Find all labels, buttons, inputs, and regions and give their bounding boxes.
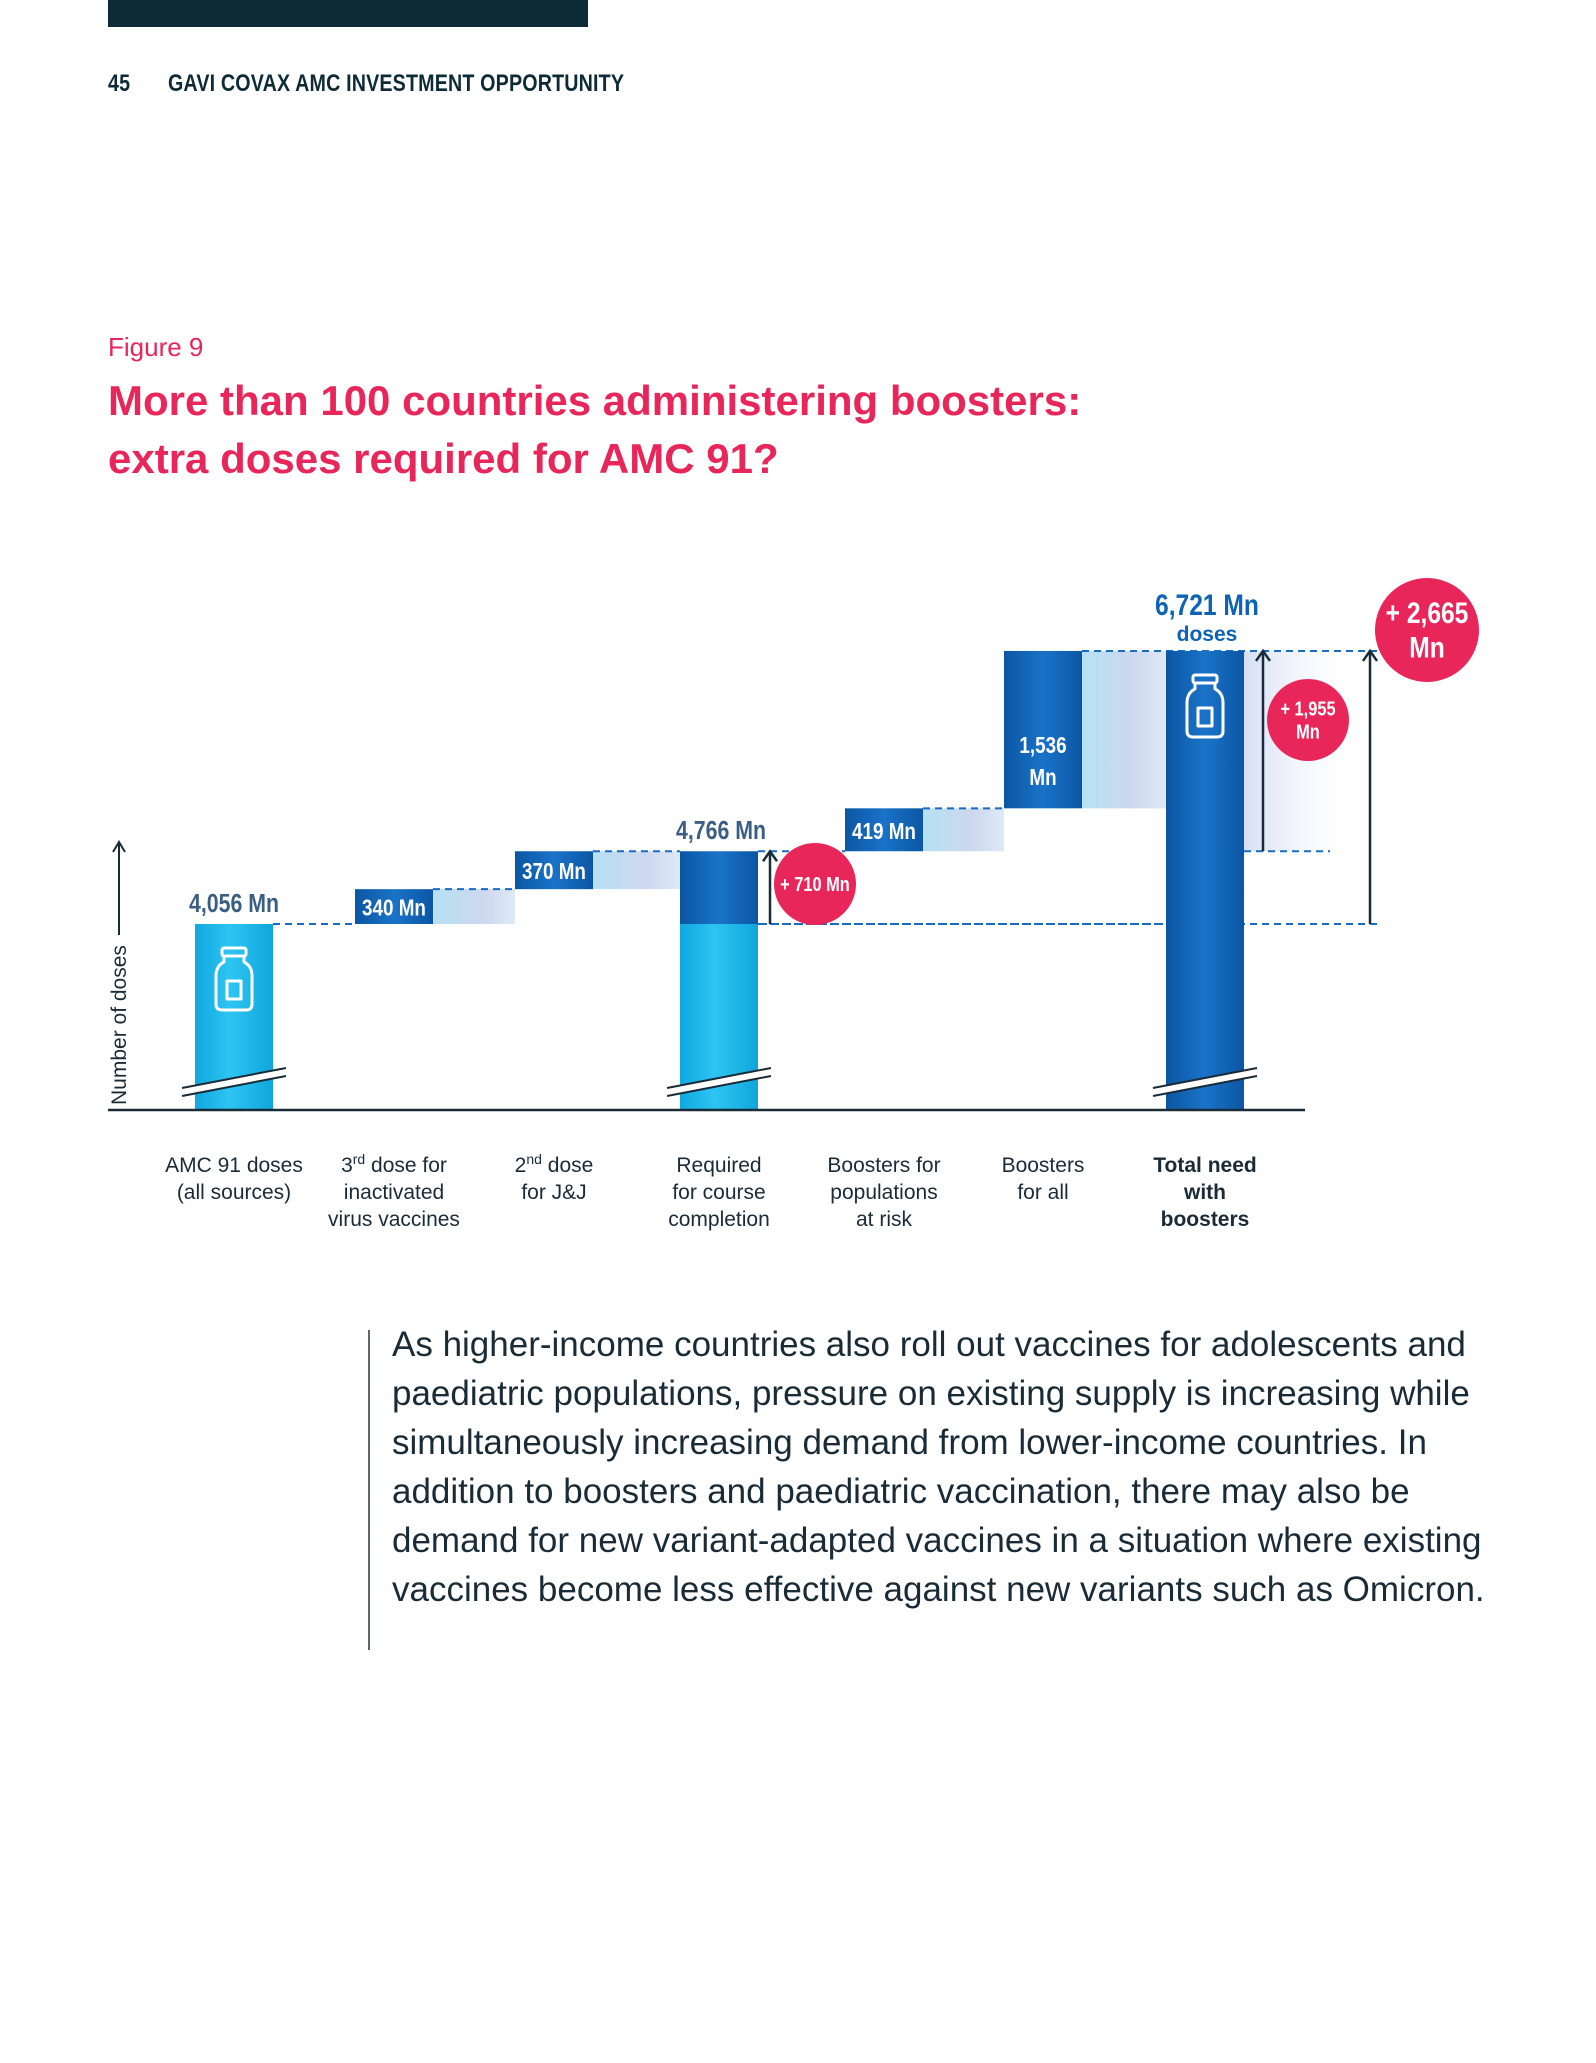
bar-4 bbox=[845, 808, 923, 852]
figure-title: More than 100 countries administering bo… bbox=[108, 372, 1308, 488]
arrow-head bbox=[1254, 648, 1272, 662]
badge-text-line-1: + 2,665 bbox=[1386, 596, 1469, 630]
label-increment-1: 340 Mn bbox=[362, 896, 426, 921]
axis-break-6 bbox=[1152, 1067, 1258, 1097]
label-amc91: 4,056 Mn bbox=[189, 889, 279, 919]
axis-break-0 bbox=[181, 1067, 287, 1097]
vial-cap bbox=[220, 946, 248, 958]
bar-5 bbox=[1004, 650, 1082, 809]
badge-text-line-1: + 1,955 bbox=[1280, 697, 1335, 720]
badge-circle bbox=[1375, 578, 1479, 682]
category-label-0-line-2: (all sources) bbox=[177, 1181, 291, 1204]
top-accent-bar bbox=[108, 0, 588, 27]
category-label-0-line-1: AMC 91 doses bbox=[165, 1154, 303, 1177]
category-label-3-line-2: for course bbox=[672, 1181, 765, 1204]
vial-label bbox=[1196, 706, 1214, 728]
axis-break-line-lower bbox=[666, 1075, 772, 1097]
bar-3-top bbox=[680, 851, 758, 924]
bar-1 bbox=[355, 889, 433, 924]
badge-text-line-2: Mn bbox=[1296, 720, 1320, 743]
category-label-5-line-2: for all bbox=[1017, 1181, 1068, 1204]
arrow-2665 bbox=[1361, 648, 1379, 924]
bars-layer bbox=[181, 650, 1258, 1110]
label-course-completion: 4,766 Mn bbox=[676, 816, 766, 846]
axis-break-3 bbox=[666, 1067, 772, 1097]
badge-circle bbox=[774, 843, 856, 925]
bridge-3 bbox=[1082, 650, 1166, 809]
bridge-0 bbox=[433, 889, 515, 924]
axis-break-line-upper bbox=[181, 1067, 287, 1089]
category-label-5-line-1: Boosters bbox=[1002, 1154, 1085, 1177]
badge-text-line-1: + 710 Mn bbox=[780, 872, 850, 895]
vial-cap bbox=[1191, 673, 1219, 685]
axis-break-line-lower bbox=[1152, 1075, 1258, 1097]
vial-body bbox=[214, 956, 254, 1012]
page-number: 45 bbox=[108, 70, 131, 97]
bar-6 bbox=[1166, 650, 1244, 1110]
category-label-3-line-1: Required bbox=[676, 1154, 761, 1177]
category-label-1-line-2: inactivated bbox=[344, 1181, 444, 1204]
page-header: 45 GAVI COVAX AMC INVESTMENT OPPORTUNITY bbox=[108, 70, 624, 100]
vial-body bbox=[1185, 682, 1225, 739]
axis-break-gap bbox=[184, 1068, 284, 1096]
category-label-1-line-3: virus vaccines bbox=[328, 1208, 460, 1231]
arrow-1955 bbox=[1254, 648, 1272, 852]
category-label-4-line-1: Boosters for bbox=[827, 1154, 940, 1177]
axis-break-line-upper bbox=[666, 1067, 772, 1089]
category-label-4-line-2: populations bbox=[830, 1181, 937, 1204]
label-total-doses: doses bbox=[1177, 623, 1238, 646]
body-paragraph: As higher-income countries also roll out… bbox=[392, 1325, 1485, 1609]
arrow-head bbox=[761, 849, 779, 862]
category-label-4-line-3: at risk bbox=[856, 1208, 913, 1231]
category-label-6-line-2: with bbox=[1183, 1181, 1226, 1204]
category-label-6-line-1: Total need bbox=[1153, 1154, 1256, 1177]
quote-rule bbox=[368, 1330, 370, 1650]
bridge-2 bbox=[923, 808, 1004, 852]
bar-2 bbox=[515, 851, 593, 890]
badge-text-line-2: Mn bbox=[1409, 630, 1445, 664]
badge-710: + 710 Mn bbox=[774, 843, 856, 925]
label-increment-5-line1: 1,536 bbox=[1019, 733, 1066, 758]
category-label-3-line-3: completion bbox=[668, 1208, 770, 1231]
vial-icon bbox=[214, 946, 254, 1012]
label-increment-2: 370 Mn bbox=[522, 860, 586, 885]
bridge-1 bbox=[593, 851, 680, 890]
category-label-1-line-1: 3rd dose for bbox=[341, 1151, 447, 1177]
y-axis-arrow-head bbox=[112, 840, 126, 853]
arrow-710 bbox=[761, 849, 779, 924]
axis-break-line-upper bbox=[1152, 1067, 1258, 1089]
vial-label bbox=[225, 979, 243, 1001]
arrow-head bbox=[1361, 648, 1379, 662]
axis-break-line-lower bbox=[181, 1075, 287, 1097]
badge-circle bbox=[1267, 679, 1349, 761]
axis-break-gap bbox=[1155, 1068, 1255, 1096]
axis-break-gap bbox=[669, 1068, 769, 1096]
icons-layer bbox=[214, 673, 1225, 1012]
vial-icon bbox=[1185, 673, 1225, 739]
category-label-2-line-2: for J&J bbox=[521, 1181, 586, 1204]
category-label-6-line-3: boosters bbox=[1161, 1208, 1250, 1231]
label-increment-5-line2: Mn bbox=[1029, 765, 1056, 790]
axes-layer: Number of doses bbox=[108, 840, 1305, 1112]
figure-label: Figure 9 bbox=[108, 332, 204, 362]
category-label-2-line-1: 2nd dose bbox=[515, 1151, 594, 1177]
y-axis-label: Number of doses bbox=[108, 945, 131, 1105]
figure-title-line-2: extra doses required for AMC 91? bbox=[108, 435, 779, 482]
category-labels: AMC 91 doses (all sources) 3rd dose for ina… bbox=[165, 1151, 1257, 1231]
label-increment-4: 419 Mn bbox=[852, 819, 916, 844]
label-total: 6,721 Mn bbox=[1155, 588, 1259, 622]
document-title: GAVI COVAX AMC INVESTMENT OPPORTUNITY bbox=[167, 70, 625, 97]
figure-title-line-1: More than 100 countries administering bo… bbox=[108, 377, 1082, 424]
